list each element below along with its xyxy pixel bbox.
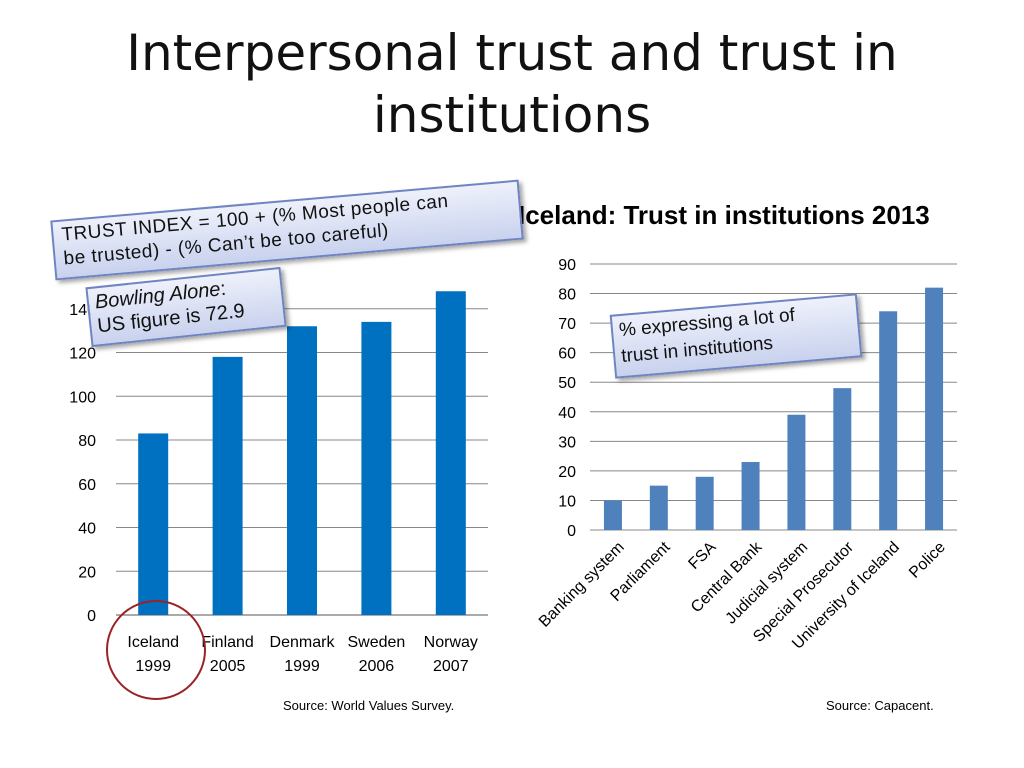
x-category-label-1-0: Finland — [201, 634, 253, 651]
bar-2 — [695, 476, 714, 530]
x-category-label-7: Police — [906, 539, 949, 582]
x-category-label-4-0: Norway — [424, 634, 478, 651]
y-tick-label-40: 40 — [78, 521, 96, 538]
slide-title-line2: institutions — [372, 86, 652, 144]
y-tick-label-50: 50 — [558, 375, 576, 392]
x-category-label-0: Banking system — [536, 539, 628, 631]
bar-6 — [879, 311, 898, 530]
y-tick-label-60: 60 — [78, 477, 96, 494]
bar-3 — [361, 321, 392, 615]
y-tick-label-70: 70 — [558, 316, 576, 333]
bar-2 — [287, 326, 317, 615]
y-tick-label-90: 90 — [558, 257, 576, 274]
bar-3 — [741, 462, 760, 530]
source-right: Source: Capacent. — [826, 698, 934, 713]
y-tick-label-80: 80 — [78, 433, 96, 450]
x-category-label-2-1: 1999 — [284, 658, 320, 675]
bar-4 — [435, 291, 466, 615]
bar-0 — [603, 500, 622, 530]
y-tick-label-100: 100 — [69, 389, 96, 406]
x-category-label-3-1: 2006 — [359, 658, 395, 675]
y-tick-label-60: 60 — [558, 346, 576, 363]
y-tick-label-0: 0 — [567, 523, 576, 540]
y-tick-label-30: 30 — [558, 434, 576, 451]
x-category-label-3-0: Sweden — [347, 634, 405, 651]
bar-1 — [212, 356, 243, 615]
y-tick-label-20: 20 — [558, 464, 576, 481]
x-category-label-2: FSA — [685, 539, 719, 573]
y-tick-label-40: 40 — [558, 405, 576, 422]
y-tick-label-20: 20 — [78, 564, 96, 581]
y-tick-label-120: 120 — [69, 346, 96, 363]
x-category-label-2-0: Denmark — [270, 634, 336, 651]
highlight-circle — [106, 600, 206, 700]
bar-7 — [925, 287, 944, 530]
y-tick-label-80: 80 — [558, 287, 576, 304]
x-category-label-1-1: 2005 — [210, 658, 246, 675]
callout-bowling-colon: : — [219, 277, 228, 301]
y-tick-label-10: 10 — [558, 493, 576, 510]
bar-1 — [649, 485, 668, 530]
bar-5 — [833, 388, 852, 530]
slide-title-line1: Interpersonal trust and trust in — [126, 24, 898, 82]
bar-4 — [787, 414, 806, 530]
source-left: Source: World Values Survey. — [283, 698, 455, 713]
x-category-label-4: Judicial system — [723, 539, 812, 628]
y-tick-label-0: 0 — [87, 608, 96, 625]
chart2-title: Iceland: Trust in institutions 2013 — [518, 200, 930, 230]
bar-0 — [138, 433, 169, 615]
slide-title: Interpersonal trust and trust in institu… — [80, 22, 944, 146]
x-category-label-4-1: 2007 — [433, 658, 469, 675]
